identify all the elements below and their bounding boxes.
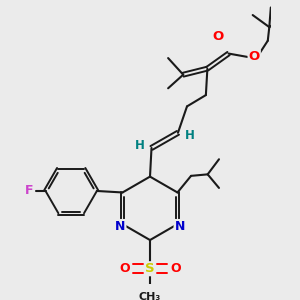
Text: N: N (175, 220, 185, 233)
Text: O: O (119, 262, 130, 275)
Text: S: S (145, 262, 155, 275)
Text: CH₃: CH₃ (139, 292, 161, 300)
Text: O: O (212, 30, 224, 44)
Text: O: O (170, 262, 181, 275)
Text: F: F (25, 184, 33, 197)
Text: H: H (134, 139, 144, 152)
Text: O: O (249, 50, 260, 63)
Text: N: N (115, 220, 125, 233)
Text: H: H (185, 129, 195, 142)
